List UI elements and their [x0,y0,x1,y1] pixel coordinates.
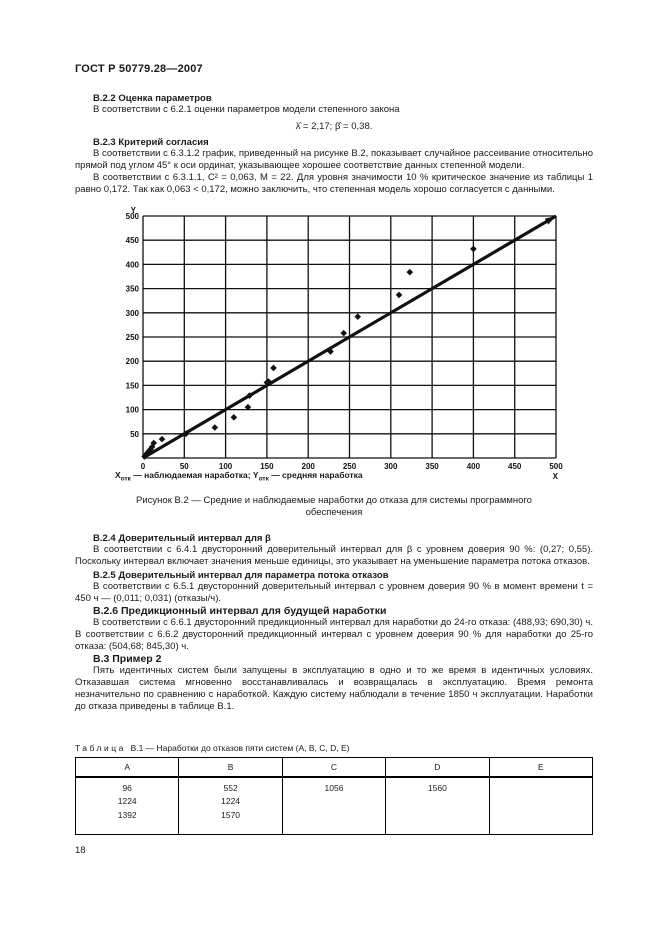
heading-b26: В.2.6 Предикционный интервал для будущей… [93,604,387,617]
table-cell: 1560 [385,776,490,836]
paragraph-b26: В соответствии с 6.6.1 двусторонний пред… [75,616,593,652]
document-title: ГОСТ Р 50779.28—2007 [75,63,203,75]
heading-b22: В.2.2 Оценка параметров [93,93,212,104]
svg-text:350: 350 [425,462,439,471]
paragraph-b25: В соответствии с 6.5.1 двусторонний дове… [75,580,593,604]
table-cell-value: 1224 [221,796,241,807]
axis-legend-y-text: — средняя наработка [268,470,363,480]
table-cell-value: 1570 [221,809,241,820]
paragraph-b24: В соответствии с 6.4.1 двусторонний дове… [75,543,593,567]
table-column-header: Е [488,756,594,778]
data-point-marker [211,424,219,431]
data-point-marker [148,443,156,451]
data-point-marker [182,430,190,438]
reference-line-45deg [142,214,557,460]
axis-legend-y-symbol: Y [252,470,259,480]
chart-grid [142,215,557,459]
table-label: Таблица В.1 — Наработки до отказов пяти … [75,743,593,753]
svg-text:100: 100 [219,462,233,471]
table-column-header: В [178,756,283,778]
table-cell-value: 1392 [117,809,137,820]
page-number: 18 [75,845,86,856]
table-cell: 552 1224 1570 [178,776,283,836]
formula-parameters: λ̂ = 2,17; β̂ = 0,38. [295,121,373,132]
table-column-header: А [74,756,180,778]
svg-text:450: 450 [508,462,522,471]
data-point-marker [340,329,348,337]
heading-b24: В.2.4 Доверительный интервал для β [93,532,271,544]
svg-text:0: 0 [141,462,146,471]
data-point-marker [141,453,148,460]
paragraph-b23-1: В соответствии с 6.3.1.2 график, приведе… [75,148,593,171]
figure-b2-chart: 50 100 150 200 250 300 350 400 450 500 0 50 100 150 20… [113,204,593,483]
data-point-marker [143,449,151,457]
data-point-marker [246,392,253,399]
svg-text:450: 450 [126,236,140,245]
data-point-marker [158,435,166,443]
figure-caption: Рисунок В.2 — Средние и наблюдаемые нара… [136,494,532,519]
svg-text:Y: Y [131,206,137,215]
svg-text:300: 300 [384,462,398,471]
table-cell [488,776,594,836]
table-row: 96 1224 1392 552 1224 1570 1056 1560 [74,776,594,836]
table-label-text: В.1 — Наработки до отказов пяти систем (… [130,742,350,753]
svg-text:400: 400 [467,462,481,471]
svg-text:400: 400 [126,260,140,269]
table-cell-value: 552 [223,782,238,793]
table-column-header: С [281,756,387,778]
axis-legend-y-subscript: отк [258,475,269,483]
heading-b23: В.2.3 Критерий согласия [93,137,209,148]
table-cell-value: 1056 [324,782,344,793]
axis-legend-x-subscript: отк [120,475,131,483]
heading-b25: В.2.5 Доверительный интервал для парамет… [93,569,389,581]
axis-legend: Xотк — наблюдаемая наработка; Yотк — сре… [115,470,593,483]
data-point-marker [270,364,277,372]
data-point-marker [327,348,334,355]
heading-b3: В.3 Пример 2 [93,652,162,665]
table-cell-value: 1560 [427,782,447,793]
svg-text:100: 100 [126,406,140,415]
svg-text:200: 200 [126,357,140,366]
svg-text:500: 500 [126,212,140,221]
scatter-plot: 50 100 150 200 250 300 350 400 450 500 0 50 100 150 20… [113,204,593,480]
svg-text:150: 150 [260,462,274,471]
data-point-marker [244,403,252,411]
data-point-marker [230,414,238,421]
svg-text:X: X [553,472,559,480]
table-cell-value: 1224 [117,796,137,807]
data-point-marker [406,268,414,276]
table-column-header: D [385,756,490,778]
chart-tick-labels: 50 100 150 200 250 300 350 400 450 500 0 50 100 150 20… [126,206,564,480]
scatter-plot-svg: 50 100 150 200 250 300 350 400 450 500 0 50 100 150 20… [126,206,564,480]
svg-text:350: 350 [126,285,140,294]
page-content: ГОСТ Р 50779.28—2007 В.2.2 Оценка параме… [74,0,594,836]
svg-text:300: 300 [126,309,140,318]
data-point-marker [470,245,477,253]
data-points [141,245,477,460]
svg-text:250: 250 [126,333,140,342]
svg-text:200: 200 [302,462,316,471]
table-cell-value: 96 [122,782,132,793]
svg-text:150: 150 [126,381,140,390]
table-cell: 96 1224 1392 [74,776,180,836]
svg-text:50: 50 [130,430,139,439]
data-point-marker [395,291,403,299]
axis-legend-x-symbol: X [115,470,121,480]
svg-text:50: 50 [180,462,189,471]
data-point-marker [150,439,158,447]
table-label-word: Таблица [75,742,126,753]
paragraph-b22-intro: В соответствии с 6.2.1 оценки параметров… [93,104,400,115]
paragraph-b3: Пять идентичных систем были запущены в э… [75,664,593,712]
reference-line-arrowhead [544,216,556,225]
svg-text:250: 250 [343,462,357,471]
data-point-marker [265,378,272,385]
svg-text:500: 500 [549,462,563,471]
table-cell: 1056 [281,776,387,836]
paragraph-b23-2: В соответствии с 6.3.1.1, C² = 0,063, M … [75,172,593,195]
axis-legend-x-text: — наблюдаемая наработка; [130,470,253,480]
data-point-marker [354,313,362,320]
